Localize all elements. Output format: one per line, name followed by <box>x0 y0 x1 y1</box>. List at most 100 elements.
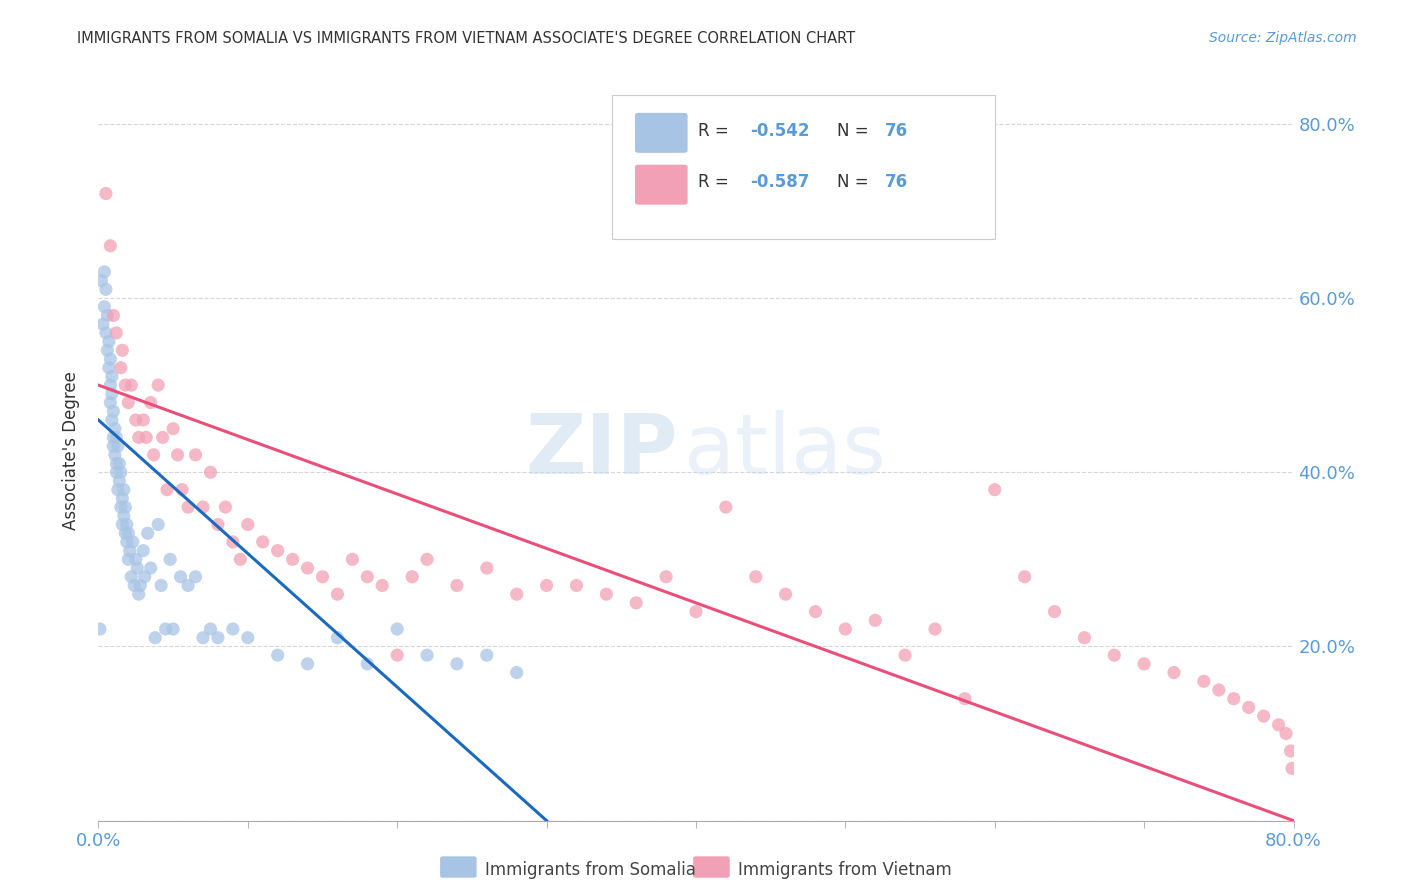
Point <box>162 622 184 636</box>
Point <box>114 378 136 392</box>
Point <box>91 317 114 331</box>
Point <box>984 483 1007 497</box>
Point <box>117 395 139 409</box>
Point <box>111 343 134 358</box>
Point <box>118 543 141 558</box>
Point <box>714 500 737 514</box>
Point <box>139 395 162 409</box>
Text: 76: 76 <box>884 173 908 192</box>
Point <box>98 378 122 392</box>
Point <box>416 648 439 662</box>
Point <box>506 587 529 601</box>
Point <box>98 239 122 253</box>
Point <box>184 448 207 462</box>
Point <box>152 430 174 444</box>
Point <box>655 570 678 584</box>
Text: ZIP: ZIP <box>526 410 678 491</box>
Point <box>446 578 468 592</box>
Point <box>132 413 155 427</box>
Point <box>111 491 134 506</box>
Point <box>401 570 423 584</box>
Point <box>98 395 122 409</box>
Point <box>1192 674 1215 689</box>
Point <box>1043 605 1066 619</box>
Point <box>166 448 188 462</box>
Point <box>90 274 112 288</box>
Point <box>536 578 558 592</box>
Point <box>177 578 200 592</box>
Point <box>110 360 132 375</box>
Point <box>506 665 529 680</box>
Point <box>207 631 229 645</box>
Point <box>297 561 319 575</box>
Point <box>804 605 827 619</box>
Point <box>121 535 143 549</box>
Point <box>120 570 142 584</box>
Point <box>124 578 146 592</box>
Point <box>105 326 128 340</box>
Point <box>107 483 129 497</box>
Point <box>101 369 124 384</box>
Point <box>172 483 194 497</box>
FancyBboxPatch shape <box>693 856 730 878</box>
Point <box>108 474 131 488</box>
Point <box>103 430 125 444</box>
Point <box>101 387 124 401</box>
Point <box>101 413 124 427</box>
Point <box>1253 709 1275 723</box>
Point <box>626 596 648 610</box>
Text: -0.542: -0.542 <box>749 121 810 140</box>
Point <box>96 343 118 358</box>
Text: IMMIGRANTS FROM SOMALIA VS IMMIGRANTS FROM VIETNAM ASSOCIATE'S DEGREE CORRELATIO: IMMIGRANTS FROM SOMALIA VS IMMIGRANTS FR… <box>77 31 855 46</box>
Point <box>1073 631 1095 645</box>
Point <box>385 648 409 662</box>
Text: R =: R = <box>699 173 734 192</box>
Text: N =: N = <box>837 121 875 140</box>
Point <box>222 535 245 549</box>
Text: -0.587: -0.587 <box>749 173 808 192</box>
Point <box>924 622 946 636</box>
Point <box>229 552 252 566</box>
Point <box>1133 657 1156 671</box>
Point <box>98 351 122 366</box>
Point <box>105 465 128 479</box>
Text: N =: N = <box>837 173 875 192</box>
Point <box>125 552 148 566</box>
Point <box>236 517 259 532</box>
Point <box>236 631 259 645</box>
Point <box>148 378 170 392</box>
Point <box>371 578 394 592</box>
Point <box>184 570 207 584</box>
Point <box>685 605 707 619</box>
Y-axis label: Associate's Degree: Associate's Degree <box>62 371 80 530</box>
Point <box>214 500 236 514</box>
Point <box>156 483 179 497</box>
Text: Immigrants from Vietnam: Immigrants from Vietnam <box>738 861 952 879</box>
Point <box>97 334 120 349</box>
Point <box>1275 726 1298 740</box>
Point <box>595 587 617 601</box>
Point <box>94 186 117 201</box>
Point <box>94 282 117 296</box>
Point <box>148 517 170 532</box>
Point <box>1281 761 1303 775</box>
Point <box>127 561 149 575</box>
Point <box>128 430 150 444</box>
Point <box>139 561 162 575</box>
Point <box>894 648 917 662</box>
Point <box>111 517 134 532</box>
Point <box>267 648 290 662</box>
Point <box>162 422 184 436</box>
Point <box>326 587 349 601</box>
Point <box>112 483 135 497</box>
Point <box>93 265 115 279</box>
Point <box>475 648 498 662</box>
Point <box>1014 570 1036 584</box>
Point <box>267 543 290 558</box>
Point <box>112 508 135 523</box>
Point <box>129 578 152 592</box>
FancyBboxPatch shape <box>440 856 477 878</box>
Point <box>200 465 222 479</box>
Point <box>1279 744 1302 758</box>
Point <box>93 300 115 314</box>
